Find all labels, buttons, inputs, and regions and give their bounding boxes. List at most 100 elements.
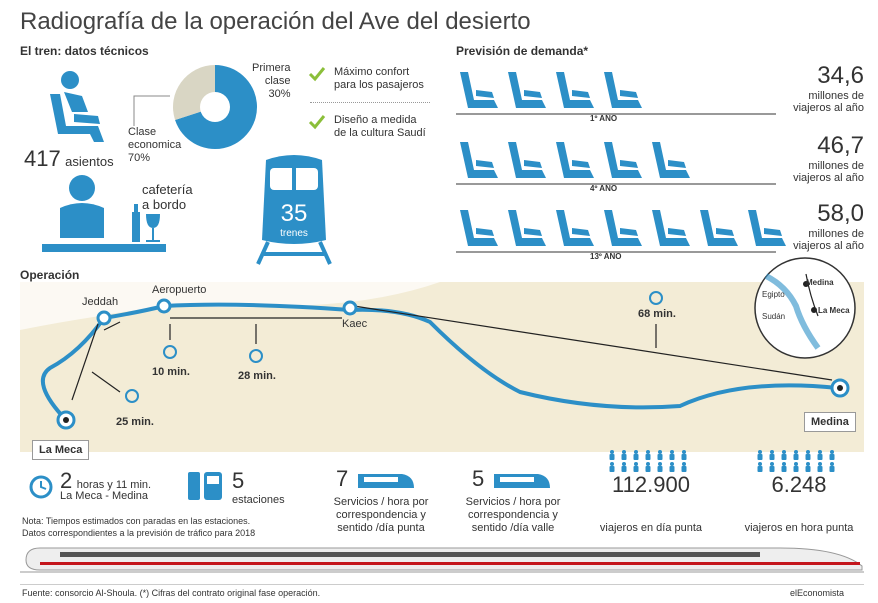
- seat-icon: [460, 142, 498, 178]
- city-medina: Medina: [804, 412, 856, 432]
- demand-year: 13º AÑO: [590, 252, 622, 261]
- valley-number: 5: [472, 466, 485, 491]
- label-jeddah: Jeddah: [82, 296, 119, 308]
- route-map: [20, 282, 850, 430]
- day-label: viajeros en día punta: [599, 522, 703, 534]
- day-number: 112.900: [612, 472, 690, 497]
- trains-label: trenes: [280, 228, 308, 239]
- seat-icon: [604, 142, 642, 178]
- note-1: Nota: Tiempos estimados con paradas en l…: [22, 516, 251, 526]
- train-front-icon: [256, 155, 332, 265]
- hours-number: 2: [60, 468, 73, 493]
- seat-icon: [460, 210, 498, 246]
- eco-label-2: economica: [128, 139, 182, 151]
- inset-medina: Medina: [806, 278, 834, 287]
- check-icon: [308, 67, 326, 82]
- station-icon: [188, 472, 222, 500]
- cafe-label-1: cafetería: [142, 182, 193, 197]
- seat-icon: [604, 72, 642, 108]
- page-title: Radiografía de la operación del Ave del …: [20, 8, 531, 35]
- valley-line2: correspondencia y: [468, 509, 558, 521]
- seat-icon: [556, 210, 594, 246]
- tech-heading: El tren: datos técnicos: [20, 44, 149, 58]
- first-class-label-1: Primera: [252, 62, 291, 74]
- arrow-mecca-jeddah: [71, 323, 99, 401]
- train-side-icon: [494, 474, 550, 488]
- inset-locator-map: [754, 257, 856, 359]
- train-side-icon: [358, 474, 414, 488]
- note-2: Datos correspondientes a la previsión de…: [22, 528, 256, 538]
- demand-seat-row: [456, 72, 776, 115]
- class-pie-chart: [173, 65, 257, 149]
- eco-label-1: Clase: [128, 126, 157, 138]
- stations-label: estaciones: [232, 494, 285, 506]
- demand-unit: millones de viajeros al año: [793, 90, 864, 114]
- eco-leader-line: [133, 95, 170, 126]
- station-jeddah: [96, 310, 112, 326]
- cafe-label-2: a bordo: [142, 197, 187, 212]
- route-line: [40, 302, 839, 422]
- demand-value: 58,0: [817, 200, 864, 227]
- hour-number: 6.248: [771, 472, 827, 497]
- footer-rule: [20, 584, 864, 585]
- seat-icon: [460, 72, 498, 108]
- demand-seat-row: [456, 210, 786, 253]
- inset-mecca: La Meca: [818, 306, 850, 315]
- valley-line1: Servicios / hora por: [465, 496, 561, 508]
- time-10: 10 min.: [152, 366, 190, 378]
- demand-unit: millones de viajeros al año: [793, 160, 864, 184]
- seat-icon: [748, 210, 786, 246]
- time-28: 28 min.: [238, 370, 276, 382]
- seats-label: asientos: [65, 154, 114, 169]
- demand-unit: millones de viajeros al año: [793, 228, 864, 252]
- seat-icon: [556, 72, 594, 108]
- city-mecca: La Meca: [32, 440, 90, 460]
- stations-number: 5: [232, 468, 245, 493]
- station-airport: [156, 298, 172, 314]
- seat-icon: [508, 72, 546, 108]
- peak-number: 7: [336, 466, 349, 491]
- inset-egypt: Egipto: [762, 290, 785, 299]
- time-68: 68 min.: [638, 308, 676, 320]
- train-illustration: [20, 547, 864, 573]
- first-class-pct: 30%: [268, 88, 291, 100]
- demand-year: 4º AÑO: [590, 184, 618, 193]
- seat-icon: [556, 142, 594, 178]
- time-25: 25 min.: [116, 416, 154, 428]
- peak-line3: sentido /día punta: [337, 522, 425, 534]
- clock-icon: [125, 291, 663, 403]
- arrow-kaec-medina: [353, 305, 833, 381]
- label-kaec: Kaec: [342, 318, 368, 330]
- operation-heading: Operación: [20, 268, 80, 282]
- first-class-label-2: clase: [264, 75, 291, 87]
- check-icon: [308, 115, 326, 130]
- check-divider: [310, 102, 430, 103]
- check1-line1: Máximo confort: [334, 66, 410, 78]
- valley-line3: sentido /día valle: [471, 522, 555, 534]
- demand-heading: Previsión de demanda*: [456, 44, 589, 58]
- hours-route: La Meca - Medina: [60, 490, 149, 502]
- seat-icon: [652, 142, 690, 178]
- hours-text: horas y 11 min.: [76, 479, 152, 491]
- demand-year: 1º AÑO: [590, 114, 618, 123]
- people-day-icon: [609, 450, 687, 472]
- label-airport: Aeropuerto: [152, 284, 207, 296]
- footer-brand: elEconomista: [790, 588, 845, 598]
- clock-icon: [29, 475, 53, 499]
- demand-value: 34,6: [817, 62, 864, 89]
- seat-icon: [700, 210, 738, 246]
- peak-line1: Servicios / hora por: [333, 496, 429, 508]
- seat-icon: [50, 71, 104, 142]
- check2-line1: Diseño a medida: [334, 114, 417, 126]
- seats-number: 417: [24, 146, 61, 171]
- peak-line2: correspondencia y: [336, 509, 426, 521]
- station-kaec: [342, 300, 358, 316]
- seat-icon: [604, 210, 642, 246]
- check2-line2: de la cultura Saudí: [334, 127, 426, 139]
- seat-icon: [652, 210, 690, 246]
- eco-pct: 70%: [128, 152, 151, 164]
- people-hour-icon: [757, 450, 835, 472]
- hour-label: viajeros en hora punta: [744, 522, 854, 534]
- footer-source: Fuente: consorcio Al-Shoula. (*) Cifras …: [22, 588, 321, 598]
- demand-seat-row: [456, 142, 776, 185]
